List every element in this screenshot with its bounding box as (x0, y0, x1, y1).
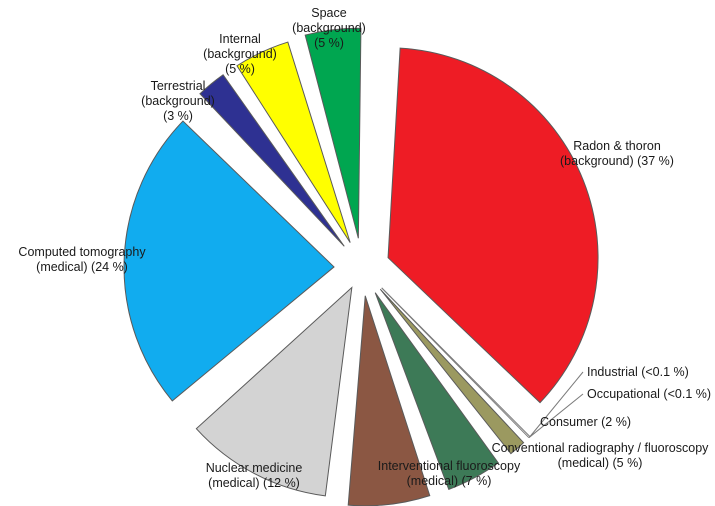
slice-label-line: Industrial (<0.1 %) (587, 365, 689, 379)
slice-group-interventional: Interventional fluoroscopy (medical) (7 %… (347, 295, 521, 506)
slice-label-radon: Radon & thoron (background) (37 %) (560, 139, 674, 168)
slice-label-industrial: Industrial (<0.1 %) (587, 365, 689, 379)
slice-group-consumer: Consumer (2 %) (379, 288, 631, 455)
slice-label-line: (3 %) (163, 109, 193, 123)
slice-group-internal: Internal (background) (5 %) (203, 32, 351, 243)
slice-label-line: Consumer (2 %) (540, 415, 631, 429)
slice-label-interventional: Interventional fluoroscopy (medical) (7 %… (378, 459, 521, 488)
slice-label-line: (5 %) (225, 62, 255, 76)
slice-label-line: (background) (141, 94, 215, 108)
slice-consumer (379, 288, 525, 455)
slice-label-line: Occupational (<0.1 %) (587, 387, 711, 401)
slice-label-line: Nuclear medicine (206, 461, 303, 475)
slice-label-line: Terrestrial (151, 79, 206, 93)
slice-label-nuclear: Nuclear medicine (medical) (12 %) (206, 461, 303, 490)
slice-label-line: Space (311, 6, 346, 20)
slice-nuclear (195, 286, 353, 497)
slice-interventional (347, 295, 431, 506)
slice-label-line: Internal (219, 32, 261, 46)
slice-terrestrial (199, 74, 345, 247)
slice-label-line: (medical) (24 %) (36, 260, 128, 274)
slice-group-space: Space (background) (5 %) (292, 6, 366, 239)
slice-label-line: Radon & thoron (573, 139, 661, 153)
slice-label-line: Interventional fluoroscopy (378, 459, 521, 473)
slice-label-internal: Internal (background) (5 %) (203, 32, 277, 76)
leader-line-industrial (529, 371, 584, 437)
slice-internal (236, 41, 351, 243)
slice-label-line: (background) (292, 21, 366, 35)
slice-group-conventional: Conventional radiography / fluoroscopy (m… (374, 292, 710, 491)
slice-label-space: Space (background) (5 %) (292, 6, 366, 50)
slice-label-ct: Computed tomography (medical) (24 %) (18, 245, 146, 274)
slice-label-line: Computed tomography (18, 245, 146, 259)
slice-label-conventional: Conventional radiography / fluoroscopy (m… (492, 441, 710, 470)
slice-conventional (374, 292, 499, 491)
slice-label-line: (background) (203, 47, 277, 61)
slice-label-line: (5 %) (314, 36, 344, 50)
slice-label-line: (medical) (7 %) (407, 474, 492, 488)
slice-label-consumer: Consumer (2 %) (540, 415, 631, 429)
slice-space (304, 27, 362, 239)
slice-group-nuclear: Nuclear medicine (medical) (12 %) (195, 286, 353, 497)
slice-group-terrestrial: Terrestrial (background) (3 %) (141, 74, 345, 247)
slice-group-ct: Computed tomography (medical) (24 %) (18, 120, 335, 402)
slice-label-line: (background) (37 %) (560, 154, 674, 168)
slice-occupational (381, 287, 530, 439)
slice-group-occupational: Occupational (<0.1 %) (381, 287, 711, 439)
slice-label-line: (medical) (12 %) (208, 476, 300, 490)
leader-line-occupational (528, 393, 584, 439)
slice-label-occupational: Occupational (<0.1 %) (587, 387, 711, 401)
slice-label-terrestrial: Terrestrial (background) (3 %) (141, 79, 215, 123)
slice-label-line: (medical) (5 %) (558, 456, 643, 470)
slice-ct (123, 120, 335, 402)
slice-label-line: Conventional radiography / fluoroscopy (492, 441, 710, 455)
slice-radon (387, 47, 599, 404)
slice-group-radon: Radon & thoron (background) (37 %) (387, 47, 674, 404)
